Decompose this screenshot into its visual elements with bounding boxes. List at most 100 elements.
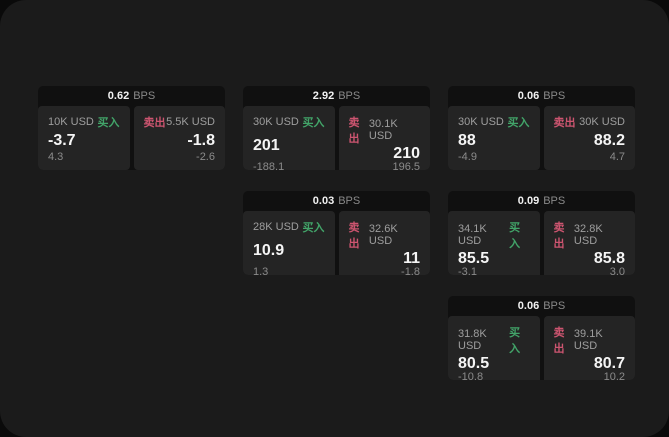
sell-quote-value: 11 — [403, 250, 420, 267]
sell-quote-panel[interactable]: 卖出 39.1K USD 80.7 10.2 — [543, 316, 635, 381]
bps-value: 2.92 — [312, 90, 335, 102]
quote-card-body: 30K USD 买入 201 -188.1 卖出 30.1K USD 210 1… — [243, 106, 430, 170]
buy-quote-sub-value: 1.3 — [253, 266, 269, 276]
quote-card-header: 0.09 BPS — [448, 191, 635, 211]
buy-size-label: 28K USD — [253, 221, 299, 233]
buy-size-label: 34.1K USD — [458, 223, 487, 247]
sell-quote-value: 85.8 — [593, 250, 625, 267]
buy-quote-panel[interactable]: 28K USD 买入 10.9 1.3 — [243, 211, 335, 275]
bps-value: 0.62 — [107, 90, 130, 102]
quote-card-body: 31.8K USD 买入 80.5 -10.8 卖出 39.1K USD 80.… — [448, 316, 635, 380]
buy-quote-panel[interactable]: 30K USD 买入 201 -188.1 — [243, 106, 335, 170]
bps-unit-label: BPS — [543, 195, 566, 207]
sell-side-label: 卖出 — [348, 222, 360, 250]
bps-unit-label: BPS — [543, 90, 566, 102]
bps-value: 0.03 — [312, 195, 335, 207]
buy-quote-top: 31.8K USD 买入 — [458, 324, 530, 356]
bps-value: 0.09 — [517, 195, 540, 207]
buy-side-label: 买入 — [509, 222, 521, 250]
bps-value: 0.06 — [517, 90, 540, 102]
buy-quote-top: 28K USD 买入 — [253, 219, 325, 235]
sell-size-label: 32.6K USD — [368, 223, 398, 247]
quote-card-body: 10K USD 买入 -3.7 4.3 卖出 5.5K USD -1.8 -2.… — [38, 106, 225, 170]
cards-grid: 0.62 BPS 10K USD 买入 -3.7 4.3 卖出 5.5K USD… — [38, 86, 635, 380]
buy-quote-sub-value: -4.9 — [458, 151, 477, 163]
bps-value: 0.06 — [517, 300, 540, 312]
sell-size-label: 5.5K USD — [166, 116, 215, 128]
sell-quote-value: -1.8 — [187, 132, 215, 149]
buy-size-label: 10K USD — [48, 116, 94, 128]
quote-card-body: 34.1K USD 买入 85.5 -3.1 卖出 32.8K USD 85.8… — [448, 211, 635, 275]
buy-quote-sub-value: -10.8 — [458, 371, 484, 381]
buy-size-label: 30K USD — [253, 116, 299, 128]
bps-unit-label: BPS — [543, 300, 566, 312]
sell-quote-sub-value: 10.2 — [603, 371, 625, 381]
buy-quote-value: 88 — [458, 132, 476, 149]
buy-size-label: 31.8K USD — [458, 328, 487, 352]
bps-unit-label: BPS — [133, 90, 156, 102]
sell-quote-value: 88.2 — [593, 132, 625, 149]
buy-quote-panel[interactable]: 30K USD 买入 88 -4.9 — [448, 106, 540, 170]
sell-quote-sub-value: 196.5 — [392, 161, 420, 171]
buy-quote-sub-value: -188.1 — [253, 161, 285, 171]
sell-size-label: 39.1K USD — [573, 328, 603, 352]
sell-size-label: 32.8K USD — [573, 223, 603, 247]
quote-card: 0.06 BPS 31.8K USD 买入 80.5 -10.8 卖出 39.1… — [448, 296, 635, 380]
sell-side-label: 卖出 — [143, 117, 166, 129]
sell-quote-sub-value: -2.6 — [196, 151, 215, 163]
sell-quote-value: 80.7 — [593, 355, 625, 372]
quote-card: 0.62 BPS 10K USD 买入 -3.7 4.3 卖出 5.5K USD… — [38, 86, 225, 170]
buy-quote-sub-value: 4.3 — [48, 151, 64, 163]
quote-card: 0.09 BPS 34.1K USD 买入 85.5 -3.1 卖出 32.8K… — [448, 191, 635, 275]
buy-quote-value: -3.7 — [48, 132, 76, 149]
buy-quote-top: 30K USD 买入 — [458, 114, 530, 130]
sell-quote-panel[interactable]: 卖出 5.5K USD -1.8 -2.6 — [133, 106, 225, 170]
bps-unit-label: BPS — [338, 195, 361, 207]
quote-card-header: 0.06 BPS — [448, 296, 635, 316]
quote-card-body: 30K USD 买入 88 -4.9 卖出 30K USD 88.2 4.7 — [448, 106, 635, 170]
quote-card-body: 28K USD 买入 10.9 1.3 卖出 32.6K USD 11 -1.8 — [243, 211, 430, 275]
quote-card: 0.06 BPS 30K USD 买入 88 -4.9 卖出 30K USD 8… — [448, 86, 635, 170]
buy-side-label: 买入 — [507, 117, 530, 129]
sell-quote-panel[interactable]: 卖出 30.1K USD 210 196.5 — [338, 106, 430, 171]
sell-side-label: 卖出 — [348, 117, 360, 145]
buy-size-label: 30K USD — [458, 116, 504, 128]
sell-side-label: 卖出 — [553, 222, 565, 250]
buy-quote-panel[interactable]: 10K USD 买入 -3.7 4.3 — [38, 106, 130, 170]
buy-quote-top: 30K USD 买入 — [253, 114, 325, 130]
sell-quote-panel[interactable]: 卖出 30K USD 88.2 4.7 — [543, 106, 635, 170]
quote-card: 0.03 BPS 28K USD 买入 10.9 1.3 卖出 32.6K US… — [243, 191, 430, 275]
sell-quote-top: 卖出 30.1K USD — [349, 114, 421, 146]
buy-side-label: 买入 — [302, 117, 325, 129]
sell-size-label: 30.1K USD — [368, 118, 398, 142]
bps-unit-label: BPS — [338, 90, 361, 102]
sell-quote-sub-value: 4.7 — [609, 151, 625, 163]
sell-quote-top: 卖出 39.1K USD — [554, 324, 626, 356]
buy-quote-panel[interactable]: 34.1K USD 买入 85.5 -3.1 — [448, 211, 540, 275]
buy-quote-top: 34.1K USD 买入 — [458, 219, 530, 251]
sell-quote-top: 卖出 32.6K USD — [349, 219, 421, 251]
buy-quote-value: 85.5 — [458, 250, 490, 267]
sell-quote-panel[interactable]: 卖出 32.8K USD 85.8 3.0 — [543, 211, 635, 276]
sell-side-label: 卖出 — [553, 327, 565, 355]
buy-side-label: 买入 — [509, 327, 521, 355]
quote-card-header: 0.62 BPS — [38, 86, 225, 106]
buy-quote-value: 201 — [253, 137, 280, 154]
buy-quote-top: 10K USD 买入 — [48, 114, 120, 130]
sell-quote-sub-value: -1.8 — [401, 266, 420, 276]
quote-card-header: 0.03 BPS — [243, 191, 430, 211]
quote-card-header: 0.06 BPS — [448, 86, 635, 106]
sell-quote-value: 210 — [393, 145, 420, 162]
buy-quote-panel[interactable]: 31.8K USD 买入 80.5 -10.8 — [448, 316, 540, 380]
buy-side-label: 买入 — [97, 117, 120, 129]
sell-quote-sub-value: 3.0 — [609, 266, 625, 276]
quote-card-header: 2.92 BPS — [243, 86, 430, 106]
buy-quote-sub-value: -3.1 — [458, 266, 477, 276]
sell-size-label: 30K USD — [579, 116, 625, 128]
sell-quote-top: 卖出 5.5K USD — [144, 114, 216, 130]
buy-quote-value: 10.9 — [253, 242, 285, 259]
sell-quote-panel[interactable]: 卖出 32.6K USD 11 -1.8 — [338, 211, 430, 276]
buy-side-label: 买入 — [302, 222, 325, 234]
